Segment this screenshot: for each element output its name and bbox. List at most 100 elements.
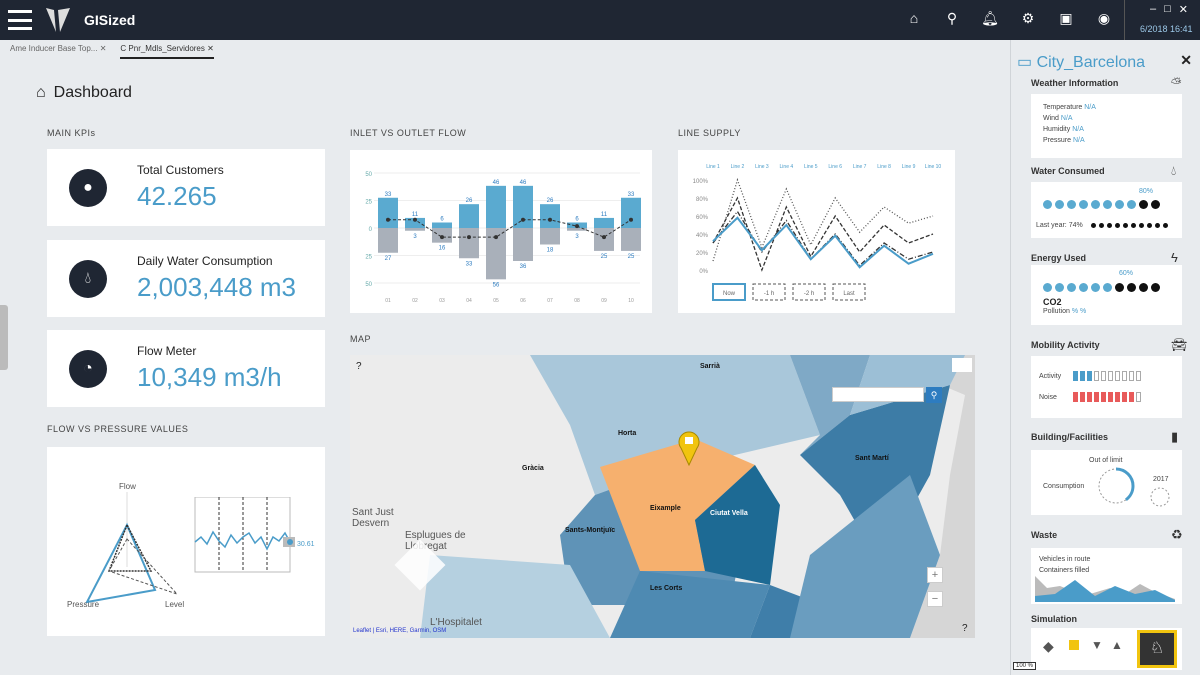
help-icon[interactable]: ? bbox=[356, 361, 362, 372]
net-point bbox=[413, 217, 417, 222]
level-segment bbox=[1108, 371, 1113, 381]
zoom-out-button[interactable]: − bbox=[927, 591, 943, 607]
weather-cloud-icon: ⛅︎ bbox=[1171, 75, 1182, 90]
net-point bbox=[575, 224, 579, 229]
x-tick-label: 01 bbox=[385, 298, 391, 304]
bar-outlet bbox=[513, 228, 533, 261]
kpi-label: Total Customers bbox=[137, 163, 224, 177]
y-tick-label: 100% bbox=[693, 179, 709, 185]
user-icon[interactable]: ◉ bbox=[1097, 10, 1111, 26]
page-title: Dashboard bbox=[53, 84, 132, 101]
diamond-icon[interactable]: ◆ bbox=[1043, 638, 1054, 654]
data-label: 6 bbox=[440, 217, 444, 223]
level-segment bbox=[1101, 392, 1106, 402]
bell-icon[interactable]: 🔔︎ bbox=[981, 10, 999, 26]
section-title: MAP bbox=[350, 334, 372, 344]
alarm-bell-icon[interactable]: ♘ bbox=[1137, 630, 1177, 668]
search-icon[interactable]: ⚲ bbox=[926, 387, 942, 403]
flow-pressure-card: Flow Pressure Level 30.61 bbox=[47, 447, 325, 636]
radar-series bbox=[85, 522, 157, 604]
waste-card: Vehicles in route Containers filled bbox=[1031, 548, 1182, 604]
radar-series bbox=[107, 523, 153, 572]
map-label: Gràcia bbox=[522, 465, 544, 472]
help-icon[interactable]: ? bbox=[962, 623, 968, 634]
x-tick-label: Line 7 bbox=[853, 164, 867, 170]
radar-axis-label: Pressure bbox=[67, 600, 100, 609]
map-label: Ciutat Vella bbox=[710, 510, 748, 517]
level-segment bbox=[1122, 392, 1127, 402]
close-button[interactable]: ✕ bbox=[1178, 4, 1188, 16]
level-segment bbox=[1073, 392, 1078, 402]
maximize-button[interactable]: □ bbox=[1164, 3, 1171, 15]
series-line bbox=[712, 177, 934, 262]
kpi-card: ● Total Customers 42.265 bbox=[47, 149, 325, 226]
radar-chart: Flow Pressure Level bbox=[67, 482, 184, 609]
x-tick-label: Line 8 bbox=[877, 164, 891, 170]
zoom-level-control[interactable]: 100 % bbox=[1013, 662, 1037, 670]
x-tick-label: 02 bbox=[412, 298, 418, 304]
tab-2[interactable]: C Pnr_Mdls_Servidores ✕ bbox=[120, 44, 214, 59]
data-label: 16 bbox=[439, 246, 446, 252]
bar-inlet bbox=[540, 204, 560, 228]
minimize-button[interactable]: – bbox=[1150, 3, 1157, 15]
help-icon[interactable]: ▣ bbox=[1059, 10, 1073, 26]
map-search-input[interactable] bbox=[832, 387, 924, 402]
tab-1[interactable]: Ame Inducer Base Top... ✕ bbox=[10, 44, 107, 53]
level-segment bbox=[1108, 392, 1113, 402]
layers-icon[interactable] bbox=[952, 358, 972, 372]
level-segment bbox=[1115, 371, 1120, 381]
gear-icon[interactable]: ⚙ bbox=[1021, 10, 1035, 26]
bar-outlet bbox=[378, 228, 398, 253]
kpi-value: 10,349 m3/h bbox=[137, 362, 282, 392]
square-icon[interactable] bbox=[1069, 640, 1079, 650]
zoom-in-button[interactable]: + bbox=[927, 567, 943, 583]
close-panel-button[interactable]: ✕ bbox=[1180, 52, 1192, 68]
section-title: MAIN KPIs bbox=[47, 128, 96, 138]
right-panel: ▭ City_Barcelona ✕ Weather Information ⛅︎… bbox=[1010, 40, 1200, 675]
bar-inlet bbox=[486, 185, 506, 228]
x-tick-label: Line 2 bbox=[731, 164, 745, 170]
map-label: Sarrià bbox=[700, 363, 720, 370]
bar-outlet bbox=[540, 228, 560, 245]
map-attribution[interactable]: Leaflet | Esri, HERE, Garmin, OSM bbox=[353, 628, 447, 634]
map-place: Sant Just Desvern bbox=[352, 507, 394, 529]
radar-series bbox=[108, 538, 179, 596]
home-icon: ⌂ bbox=[36, 84, 46, 101]
legend-label: Last bbox=[843, 291, 855, 297]
y-tick-label: 25 bbox=[365, 255, 372, 261]
side-drawer-handle[interactable] bbox=[0, 305, 8, 370]
legend-item bbox=[792, 283, 826, 301]
data-label: 27 bbox=[385, 256, 392, 262]
current-value: 30.61 bbox=[297, 541, 315, 548]
map[interactable]: Gràcia Horta Sant Martí Eixample Sants-M… bbox=[350, 355, 975, 638]
legend-item bbox=[832, 283, 866, 301]
level-segment bbox=[1080, 371, 1085, 381]
data-label: 25 bbox=[601, 254, 608, 260]
data-label: 26 bbox=[466, 198, 473, 204]
level-segment bbox=[1080, 392, 1085, 402]
net-point bbox=[494, 235, 498, 240]
radar-axis-label: Flow bbox=[119, 482, 136, 491]
map-marker-icon[interactable] bbox=[678, 430, 700, 466]
map-pin-icon[interactable]: ⚲ bbox=[946, 10, 958, 26]
level-segment bbox=[1087, 392, 1092, 402]
y-tick-label: 50 bbox=[365, 172, 372, 178]
triangle-up-icon[interactable]: ▲ bbox=[1111, 638, 1123, 652]
section-title: LINE SUPPLY bbox=[678, 128, 741, 138]
section-title: INLET VS OUTLET FLOW bbox=[350, 128, 467, 138]
user-icon: ● bbox=[69, 169, 107, 207]
y-tick-label: 20% bbox=[696, 251, 709, 257]
data-label: 46 bbox=[520, 180, 527, 186]
bar-outlet bbox=[459, 228, 479, 259]
x-tick-label: 10 bbox=[628, 298, 634, 304]
level-segment bbox=[1122, 371, 1127, 381]
triangle-down-icon[interactable]: ▼ bbox=[1091, 638, 1103, 652]
consumption-ring bbox=[1097, 467, 1135, 505]
y-tick-label: 50 bbox=[365, 282, 372, 288]
panel-icon: ▭ bbox=[1017, 54, 1037, 71]
bar-inlet bbox=[621, 197, 641, 228]
menu-icon[interactable] bbox=[8, 10, 32, 30]
home-icon[interactable]: ⌂ bbox=[909, 10, 919, 26]
map-label: Eixample bbox=[650, 505, 681, 512]
data-label: 6 bbox=[575, 217, 579, 223]
